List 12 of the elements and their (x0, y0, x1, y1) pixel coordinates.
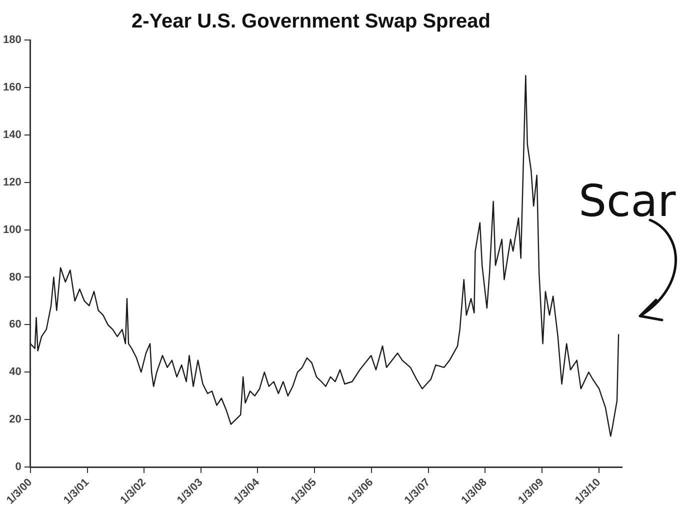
y-tick-label: 160 (2, 81, 22, 94)
y-tick-label: 120 (2, 176, 22, 188)
y-tick-label: 180 (2, 34, 22, 46)
y-tick-label: 0 (15, 461, 22, 474)
y-tick-label: 100 (2, 224, 22, 236)
chart-title: 2-Year U.S. Government Swap Spread (131, 10, 491, 33)
y-tick-label: 20 (9, 414, 22, 426)
annotation: Scar (578, 176, 677, 228)
y-tick-label: 40 (9, 366, 22, 378)
y-tick-label: 60 (9, 318, 22, 331)
y-tick-label: 140 (2, 128, 22, 141)
y-tick-label: 80 (9, 271, 22, 284)
